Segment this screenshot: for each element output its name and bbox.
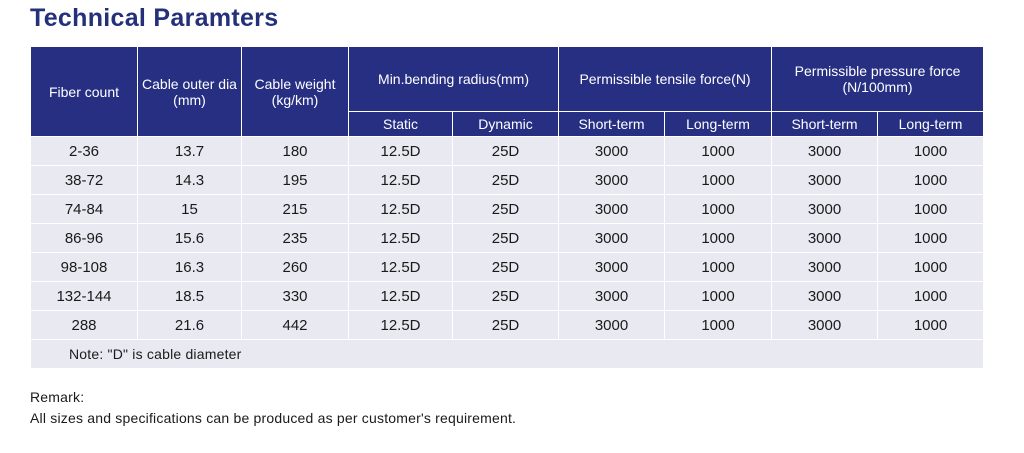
table-row: 2-36 13.7 180 12.5D 25D 3000 1000 3000 1… <box>30 136 985 166</box>
header-tensile-long: Long-term <box>664 111 773 137</box>
cell-dynamic: 25D <box>451 252 560 282</box>
cell-static: 12.5D <box>348 310 453 340</box>
cell-tensile-long: 1000 <box>664 252 773 282</box>
header-row-sub: Static Dynamic Short-term Long-term Shor… <box>31 111 985 137</box>
cell-fiber-count: 38-72 <box>30 165 138 195</box>
header-bending-radius: Min.bending radius(mm) <box>347 46 560 112</box>
cell-tensile-long: 1000 <box>664 194 773 224</box>
header-weight: Cable weight (kg/km) <box>241 46 349 137</box>
cell-pressure-long: 1000 <box>877 194 985 224</box>
cell-fiber-count: 132-144 <box>30 281 138 311</box>
cell-pressure-short: 3000 <box>771 310 879 340</box>
cell-tensile-long: 1000 <box>664 281 773 311</box>
table-row: 132-144 18.5 330 12.5D 25D 3000 1000 300… <box>30 281 985 311</box>
table-row: 98-108 16.3 260 12.5D 25D 3000 1000 3000… <box>30 252 985 282</box>
cell-dynamic: 25D <box>451 165 560 195</box>
cell-static: 12.5D <box>348 165 453 195</box>
table-row: 38-72 14.3 195 12.5D 25D 3000 1000 3000 … <box>30 165 985 195</box>
header-pressure-long: Long-term <box>877 111 985 137</box>
cell-outer-dia: 14.3 <box>137 165 242 195</box>
cell-tensile-long: 1000 <box>664 310 773 340</box>
header-pressure-force: Permissible pressure force (N/100mm) <box>771 46 985 112</box>
cell-outer-dia: 21.6 <box>137 310 242 340</box>
cell-dynamic: 25D <box>451 194 560 224</box>
header-dynamic: Dynamic <box>451 111 560 137</box>
cell-tensile-short: 3000 <box>558 223 666 253</box>
remark-text: All sizes and specifications can be prod… <box>30 410 517 426</box>
cell-tensile-short: 3000 <box>558 281 666 311</box>
technical-parameters-table: Fiber count Cable outer dia (mm) Cable w… <box>29 46 985 369</box>
cell-outer-dia: 13.7 <box>137 136 242 166</box>
cell-pressure-long: 1000 <box>877 223 985 253</box>
cell-pressure-long: 1000 <box>877 281 985 311</box>
header-static: Static <box>348 111 453 137</box>
cell-outer-dia: 15.6 <box>137 223 242 253</box>
cell-outer-dia: 15 <box>137 194 242 224</box>
header-row-top: Fiber count Cable outer dia (mm) Cable w… <box>30 46 985 137</box>
cell-weight: 442 <box>241 310 349 340</box>
cell-static: 12.5D <box>348 281 453 311</box>
header-outer-dia: Cable outer dia (mm) <box>137 46 242 137</box>
cell-pressure-long: 1000 <box>877 165 985 195</box>
header-pressure-short: Short-term <box>771 111 879 137</box>
cell-weight: 260 <box>241 252 349 282</box>
cell-tensile-short: 3000 <box>558 165 666 195</box>
cell-pressure-short: 3000 <box>771 194 879 224</box>
cell-weight: 215 <box>241 194 349 224</box>
cell-tensile-long: 1000 <box>664 165 773 195</box>
cell-dynamic: 25D <box>451 310 560 340</box>
header-tensile-force: Permissible tensile force(N) <box>558 46 773 112</box>
cell-tensile-short: 3000 <box>558 310 666 340</box>
cell-static: 12.5D <box>348 194 453 224</box>
table-row: 86-96 15.6 235 12.5D 25D 3000 1000 3000 … <box>30 223 985 253</box>
cell-weight: 180 <box>241 136 349 166</box>
table-row: 74-84 15 215 12.5D 25D 3000 1000 3000 10… <box>30 194 985 224</box>
cell-weight: 235 <box>241 223 349 253</box>
cell-fiber-count: 98-108 <box>30 252 138 282</box>
cell-tensile-long: 1000 <box>664 136 773 166</box>
note-row: Note: "D" is cable diameter <box>29 339 985 369</box>
cell-tensile-long: 1000 <box>664 223 773 253</box>
table-note: Note: "D" is cable diameter <box>29 339 985 369</box>
cell-tensile-short: 3000 <box>558 194 666 224</box>
cell-outer-dia: 18.5 <box>137 281 242 311</box>
cell-pressure-long: 1000 <box>877 252 985 282</box>
cell-fiber-count: 288 <box>30 310 138 340</box>
cell-weight: 330 <box>241 281 349 311</box>
cell-dynamic: 25D <box>451 281 560 311</box>
cell-fiber-count: 2-36 <box>30 136 138 166</box>
cell-pressure-short: 3000 <box>771 136 879 166</box>
cell-fiber-count: 74-84 <box>30 194 138 224</box>
cell-tensile-short: 3000 <box>558 252 666 282</box>
cell-outer-dia: 16.3 <box>137 252 242 282</box>
table-row: 288 21.6 442 12.5D 25D 3000 1000 3000 10… <box>30 310 985 340</box>
cell-weight: 195 <box>241 165 349 195</box>
cell-pressure-short: 3000 <box>771 223 879 253</box>
cell-fiber-count: 86-96 <box>30 223 138 253</box>
cell-pressure-long: 1000 <box>877 310 985 340</box>
cell-pressure-short: 3000 <box>771 252 879 282</box>
cell-static: 12.5D <box>348 223 453 253</box>
cell-static: 12.5D <box>348 136 453 166</box>
cell-tensile-short: 3000 <box>558 136 666 166</box>
header-fiber-count: Fiber count <box>30 46 138 137</box>
page-title: Technical Paramters <box>30 4 279 32</box>
cell-static: 12.5D <box>348 252 453 282</box>
cell-pressure-long: 1000 <box>877 136 985 166</box>
remark-label: Remark: <box>30 389 85 405</box>
cell-dynamic: 25D <box>451 136 560 166</box>
cell-pressure-short: 3000 <box>771 281 879 311</box>
cell-pressure-short: 3000 <box>771 165 879 195</box>
header-tensile-short: Short-term <box>558 111 666 137</box>
cell-dynamic: 25D <box>451 223 560 253</box>
